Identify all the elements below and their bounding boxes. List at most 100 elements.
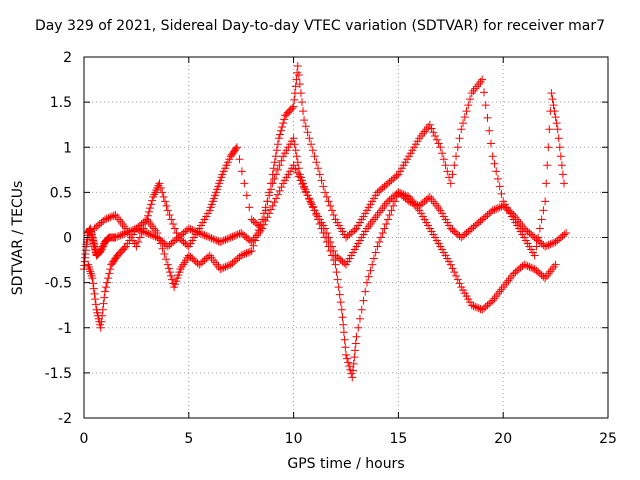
data-point — [431, 199, 440, 208]
data-point — [375, 208, 384, 217]
data-point — [476, 77, 485, 86]
data-point — [551, 113, 560, 122]
data-point — [544, 143, 553, 152]
data-point — [169, 219, 178, 228]
data-point — [338, 313, 347, 322]
data-point — [481, 101, 490, 110]
data-point — [226, 233, 235, 242]
data-point — [242, 191, 251, 200]
data-point — [100, 293, 109, 302]
data-point — [160, 250, 169, 259]
data-point — [303, 128, 312, 137]
data-point — [376, 233, 385, 242]
data-point — [427, 195, 436, 204]
data-point — [200, 231, 209, 240]
data-point — [235, 229, 244, 238]
data-point — [492, 167, 501, 176]
data-point — [466, 95, 475, 104]
data-point — [371, 248, 380, 257]
data-point — [223, 235, 232, 244]
data-points — [80, 62, 571, 382]
data-point — [334, 283, 343, 292]
series-track-2 — [84, 134, 560, 382]
data-point — [378, 228, 387, 237]
data-point — [165, 268, 174, 277]
data-point — [249, 241, 258, 250]
data-point — [382, 219, 391, 228]
data-point — [205, 233, 214, 242]
data-point — [366, 266, 375, 275]
data-point — [120, 244, 129, 253]
data-point — [162, 255, 171, 264]
data-point — [558, 170, 567, 179]
data-point — [204, 253, 213, 262]
data-point — [237, 167, 246, 176]
y-tick-label: -1 — [58, 321, 72, 337]
y-tick-label: 1 — [63, 140, 72, 156]
data-point — [183, 241, 192, 250]
data-point — [425, 120, 434, 129]
data-point — [452, 271, 461, 280]
data-point — [291, 82, 300, 91]
data-point — [324, 242, 333, 251]
data-point — [455, 279, 464, 288]
data-point — [307, 198, 316, 207]
data-point — [266, 205, 275, 214]
data-point — [369, 254, 378, 263]
data-point — [155, 234, 164, 243]
data-point — [153, 228, 162, 237]
data-point — [84, 262, 93, 271]
data-point — [259, 215, 268, 224]
data-point — [219, 236, 228, 245]
data-point — [500, 280, 509, 289]
data-point — [349, 359, 358, 368]
data-point — [240, 250, 249, 259]
data-point — [543, 161, 552, 170]
data-point — [394, 188, 403, 197]
data-point — [163, 260, 172, 269]
chart-title: Day 329 of 2021, Sidereal Day-to-day VTE… — [34, 18, 606, 34]
data-point — [158, 188, 167, 197]
data-point — [324, 197, 333, 206]
data-point — [170, 224, 179, 233]
data-point — [392, 171, 401, 180]
y-tick-label: -1.5 — [45, 366, 72, 382]
data-point — [216, 238, 225, 247]
data-point — [493, 204, 502, 213]
data-point — [460, 113, 469, 122]
data-point — [546, 267, 555, 276]
data-point — [156, 239, 165, 248]
data-point — [457, 125, 466, 134]
data-point — [492, 292, 501, 301]
data-point — [258, 224, 267, 233]
data-point — [364, 272, 373, 281]
data-point — [341, 343, 350, 352]
data-point — [217, 264, 226, 273]
data-point — [552, 119, 561, 128]
data-point — [315, 219, 324, 228]
data-point — [469, 301, 478, 310]
data-point — [184, 224, 193, 233]
data-point — [186, 225, 195, 234]
data-point — [272, 146, 281, 155]
data-point — [269, 164, 278, 173]
data-point — [289, 102, 298, 111]
data-point — [102, 214, 111, 223]
data-point — [275, 186, 284, 195]
data-point — [548, 265, 557, 274]
data-point — [559, 179, 568, 188]
data-point — [141, 219, 150, 228]
axis-ticks: 0 5 10 15 20 25 2 1.5 1 0.5 0 -0.5 -1 -1.5 -2 — [45, 50, 617, 447]
data-point — [332, 268, 341, 277]
data-point — [507, 271, 516, 280]
data-point — [144, 229, 153, 238]
x-tick-label: 10 — [285, 431, 303, 447]
data-point — [188, 225, 197, 234]
data-point — [211, 258, 219, 267]
data-point — [242, 249, 251, 258]
data-point — [263, 213, 272, 222]
data-point — [331, 260, 340, 269]
data-point — [389, 201, 398, 210]
data-point — [270, 158, 279, 167]
data-point — [362, 278, 371, 287]
